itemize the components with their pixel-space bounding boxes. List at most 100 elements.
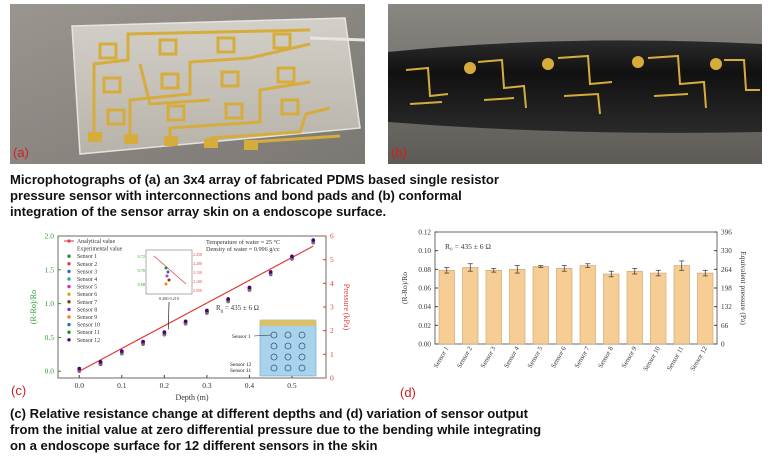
legend-label: Sensor 1 xyxy=(77,254,97,260)
inset-tick-left: 0.72 xyxy=(138,254,145,259)
y-tick-label-left: 1.5 xyxy=(45,265,55,274)
x-tick-label: 0.2 xyxy=(160,381,170,390)
caption-bottom-line-3: on a endoscope surface for 12 different … xyxy=(10,438,378,453)
legend-label: Sensor 5 xyxy=(77,285,97,291)
y-tick-label-right: 198 xyxy=(721,285,732,293)
y-tick-label-left: 0.08 xyxy=(418,266,431,274)
data-point xyxy=(77,366,82,371)
caption-bottom-line-1: (c) Relative resistance change at differ… xyxy=(10,406,529,421)
label-d: (d) xyxy=(400,385,416,400)
legend-marker xyxy=(67,330,71,334)
legend-marker xyxy=(67,262,71,266)
x-tick-label: 0.1 xyxy=(117,381,127,390)
x-tick-label: Sensor 9 xyxy=(621,345,639,369)
inset-tick-right: 2.100 xyxy=(193,279,202,284)
legend-marker xyxy=(67,307,71,312)
plot-frame xyxy=(434,231,718,345)
data-point xyxy=(247,285,252,290)
y-tick-label-right: 3 xyxy=(330,303,334,312)
x-axis-label: Depth (m) xyxy=(175,393,208,402)
sensor-grid-node xyxy=(270,342,278,350)
y-tick-label-left: 2.0 xyxy=(45,232,55,241)
annotation-sensor-12: Sensor 12 xyxy=(230,362,252,368)
annotation-sensor-1-pointer xyxy=(253,334,272,337)
y-tick-label-left: 0.10 xyxy=(418,247,431,255)
sensor-grid-node xyxy=(298,342,306,350)
y-tick-label-right: 264 xyxy=(721,266,732,274)
annotation-r0: R₀ = 435 ± 6 Ω xyxy=(445,242,491,251)
legend-marker xyxy=(67,300,71,304)
sensor-grid-node xyxy=(284,353,292,361)
y-tick-label-left: 0.04 xyxy=(418,303,431,311)
y-tick-label-right: 6 xyxy=(330,232,334,241)
caption-top-line-3: integration of the sensor array skin on … xyxy=(10,204,387,219)
x-tick-label: Sensor 6 xyxy=(550,345,568,369)
legend-label: Sensor 3 xyxy=(77,269,97,275)
y-tick-label-right: 66 xyxy=(721,322,729,330)
y-tick-label-left: 0.00 xyxy=(418,341,431,349)
bar xyxy=(579,265,596,345)
x-tick-label: 0.5 xyxy=(287,381,297,390)
caption-top: Microphotographs of (a) an 3x4 array of … xyxy=(10,172,765,220)
legend-label: Sensor 9 xyxy=(77,315,97,321)
data-point xyxy=(183,319,188,324)
legend-marker xyxy=(67,239,71,243)
caption-bottom-line-2: from the initial value at zero different… xyxy=(10,422,542,437)
data-point xyxy=(290,254,294,259)
legend-marker xyxy=(67,277,71,281)
inset-point xyxy=(166,270,170,274)
annotation-density: Density of water = 0.996 g/cc xyxy=(206,246,280,253)
inset-frame xyxy=(145,249,193,295)
bar xyxy=(673,265,690,345)
inset-point xyxy=(164,282,168,286)
inset-point xyxy=(164,266,168,270)
sensor-grid-header xyxy=(260,320,316,326)
x-tick-label: 0.4 xyxy=(245,381,255,390)
legend-label: Experimental value xyxy=(77,247,123,253)
x-tick-label: Sensor 3 xyxy=(480,345,498,369)
sensor-grid-node xyxy=(284,331,292,339)
sensor-grid-node xyxy=(270,353,278,361)
bar xyxy=(697,272,714,345)
y-tick-label-right: 0 xyxy=(721,341,725,349)
x-tick-label: Sensor 11 xyxy=(666,346,685,373)
bar xyxy=(532,266,549,345)
y-tick-label-left: 0.12 xyxy=(418,229,431,237)
annotation-sensor-11: Sensor 11 xyxy=(230,368,252,374)
legend-marker xyxy=(67,284,71,289)
label-c: (c) xyxy=(11,383,27,398)
inset-tick-left: 0.70 xyxy=(138,268,145,273)
y-tick-label-right: 4 xyxy=(330,279,334,288)
x-tick-label: Sensor 10 xyxy=(642,345,662,372)
bar xyxy=(485,269,502,345)
y-tick-label-right: 132 xyxy=(721,303,732,311)
legend-label: Sensor 8 xyxy=(77,307,97,313)
inset-tick-right: 2.250 xyxy=(193,252,202,257)
x-tick-label: Sensor 12 xyxy=(689,345,709,372)
y-tick-label-right: 2 xyxy=(330,326,334,335)
x-tick-label: Sensor 1 xyxy=(433,346,451,370)
y-tick-label-right: 396 xyxy=(721,229,732,237)
sensor-array-illustration xyxy=(10,4,365,164)
sensor-grid-inset xyxy=(259,319,317,377)
inset-point xyxy=(167,278,171,282)
analytical-line xyxy=(78,245,314,372)
data-point xyxy=(141,339,145,344)
bar xyxy=(438,269,455,345)
caption-top-line-1: Microphotographs of (a) an 3x4 array of … xyxy=(10,172,499,187)
x-tick-label: 0.3 xyxy=(202,381,212,390)
annotation-temperature: Temperature of water = 25 °C xyxy=(206,239,280,246)
data-point xyxy=(226,297,230,301)
annotation-r0: R0 = 435 ± 6 Ω xyxy=(216,304,259,315)
annotation-sensor-1: Sensor 1 xyxy=(232,334,251,340)
legend-marker xyxy=(67,254,71,258)
y-tick-label-right: 330 xyxy=(721,247,732,255)
data-point xyxy=(205,308,209,313)
inset-tick-x: 0.200 0.210 xyxy=(159,296,179,301)
legend-label: Sensor 2 xyxy=(77,262,97,268)
data-point xyxy=(98,360,103,364)
data-point xyxy=(120,349,124,353)
sensor-grid-node xyxy=(298,331,306,339)
caption-bottom: (c) Relative resistance change at differ… xyxy=(10,406,765,454)
y-tick-label-right: 0 xyxy=(330,374,334,383)
